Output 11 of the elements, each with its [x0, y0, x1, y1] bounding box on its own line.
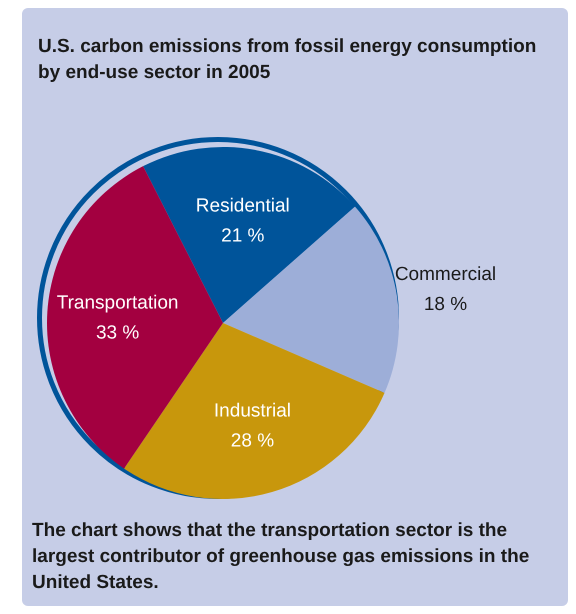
- slice-label: Transportation: [56, 292, 179, 314]
- pie-slice: [124, 323, 385, 499]
- text: The chart shows that the transportation sector is the largest contributor of greenhouse gas emissions in the United States.: [32, 519, 530, 595]
- slice-label: Industrial: [214, 400, 292, 422]
- data-label: 21 %: [221, 225, 265, 246]
- data-label: 33 %: [96, 322, 140, 344]
- data-label: 18 %: [424, 294, 468, 315]
- data-label: 28 %: [230, 430, 274, 452]
- chart-title: U.S. carbon emissions from fossil energy consumption by end-use sector in 2005: [38, 35, 538, 85]
- slice-label: Commercial: [394, 264, 496, 285]
- slice-label: Residential: [196, 195, 290, 216]
